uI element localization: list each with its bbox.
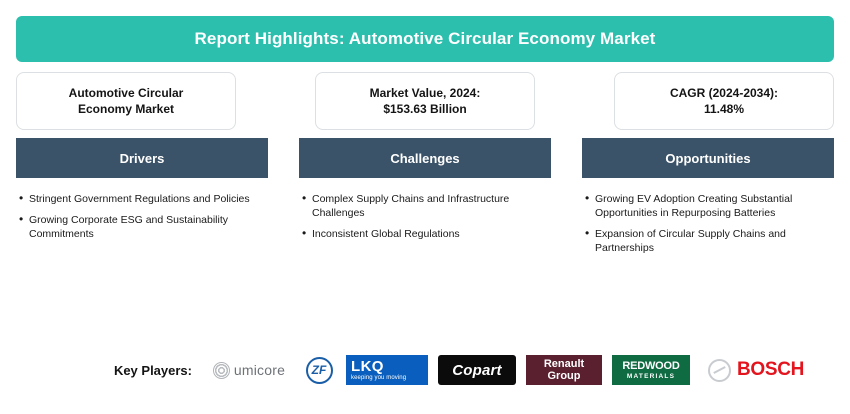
kpi-line: $153.63 Billion — [383, 102, 467, 116]
list-item: Growing EV Adoption Creating Substantial… — [584, 191, 832, 220]
list-item: Expansion of Circular Supply Chains and … — [584, 226, 832, 255]
kpi-card-market-name: Automotive Circular Economy Market — [16, 72, 236, 130]
kpi-card-market-value: Market Value, 2024: $153.63 Billion — [315, 72, 535, 130]
redwood-wordmark: REDWOOD — [622, 359, 680, 372]
list-item: Stringent Government Regulations and Pol… — [18, 191, 266, 206]
zf-logo: ZF — [302, 355, 336, 385]
list-item: Growing Corporate ESG and Sustainability… — [18, 212, 266, 241]
umicore-logo: umicore — [206, 355, 292, 385]
kpi-line: 11.48% — [703, 102, 745, 116]
column-header-opportunities: Opportunities — [582, 138, 834, 178]
column-opportunities: Opportunities Growing EV Adoption Creati… — [582, 138, 834, 262]
column-header-label: Opportunities — [665, 150, 751, 166]
list-item: Inconsistent Global Regulations — [301, 226, 549, 241]
column-body-challenges: Complex Supply Chains and Infrastructure… — [299, 178, 551, 241]
column-header-challenges: Challenges — [299, 138, 551, 178]
kpi-card-cagr: CAGR (2024-2034): 11.48% — [614, 72, 834, 130]
umicore-spiral-icon — [212, 361, 230, 379]
page-title: Report Highlights: Automotive Circular E… — [194, 29, 656, 48]
list-item: Complex Supply Chains and Infrastructure… — [301, 191, 549, 220]
bosch-wordmark: BOSCH — [736, 359, 805, 380]
bosch-logo: BOSCH — [700, 355, 812, 385]
column-header-drivers: Drivers — [16, 138, 268, 178]
zf-wordmark: ZF — [305, 356, 333, 384]
column-header-label: Drivers — [119, 150, 165, 166]
renault-group-logo: Renault Group — [526, 355, 602, 385]
copart-wordmark: Copart — [452, 361, 502, 379]
bosch-armature-icon — [707, 358, 731, 382]
redwood-materials-logo: REDWOOD MATERIALS — [612, 355, 690, 385]
kpi-line: Economy Market — [77, 102, 175, 116]
lkq-logo: LKQ keeping you moving — [346, 355, 428, 385]
key-players-section: Key Players: umicore ZF LKQ keeping you … — [16, 348, 834, 392]
header-banner: Report Highlights: Automotive Circular E… — [16, 16, 834, 62]
factor-columns: Drivers Stringent Government Regulations… — [16, 138, 834, 262]
column-challenges: Challenges Complex Supply Chains and Inf… — [299, 138, 551, 262]
lkq-wordmark: LKQ — [351, 357, 384, 375]
redwood-materials-word: MATERIALS — [626, 372, 676, 380]
column-header-label: Challenges — [390, 150, 460, 166]
renault-group-word: Group — [547, 370, 581, 382]
renault-wordmark: Renault — [543, 358, 585, 370]
copart-logo: Copart — [438, 355, 516, 385]
kpi-card-row: Automotive Circular Economy Market Marke… — [16, 72, 834, 130]
column-body-drivers: Stringent Government Regulations and Pol… — [16, 178, 268, 241]
key-players-logo-row: umicore ZF LKQ keeping you moving Copart… — [206, 348, 812, 392]
column-drivers: Drivers Stringent Government Regulations… — [16, 138, 268, 262]
kpi-line: Market Value, 2024: — [369, 86, 481, 100]
column-body-opportunities: Growing EV Adoption Creating Substantial… — [582, 178, 834, 255]
kpi-line: Automotive Circular — [68, 86, 184, 100]
kpi-line: CAGR (2024-2034): — [669, 86, 779, 100]
key-players-label: Key Players: — [113, 362, 192, 378]
lkq-tagline: keeping you moving — [351, 374, 407, 381]
umicore-wordmark: umicore — [233, 362, 286, 378]
